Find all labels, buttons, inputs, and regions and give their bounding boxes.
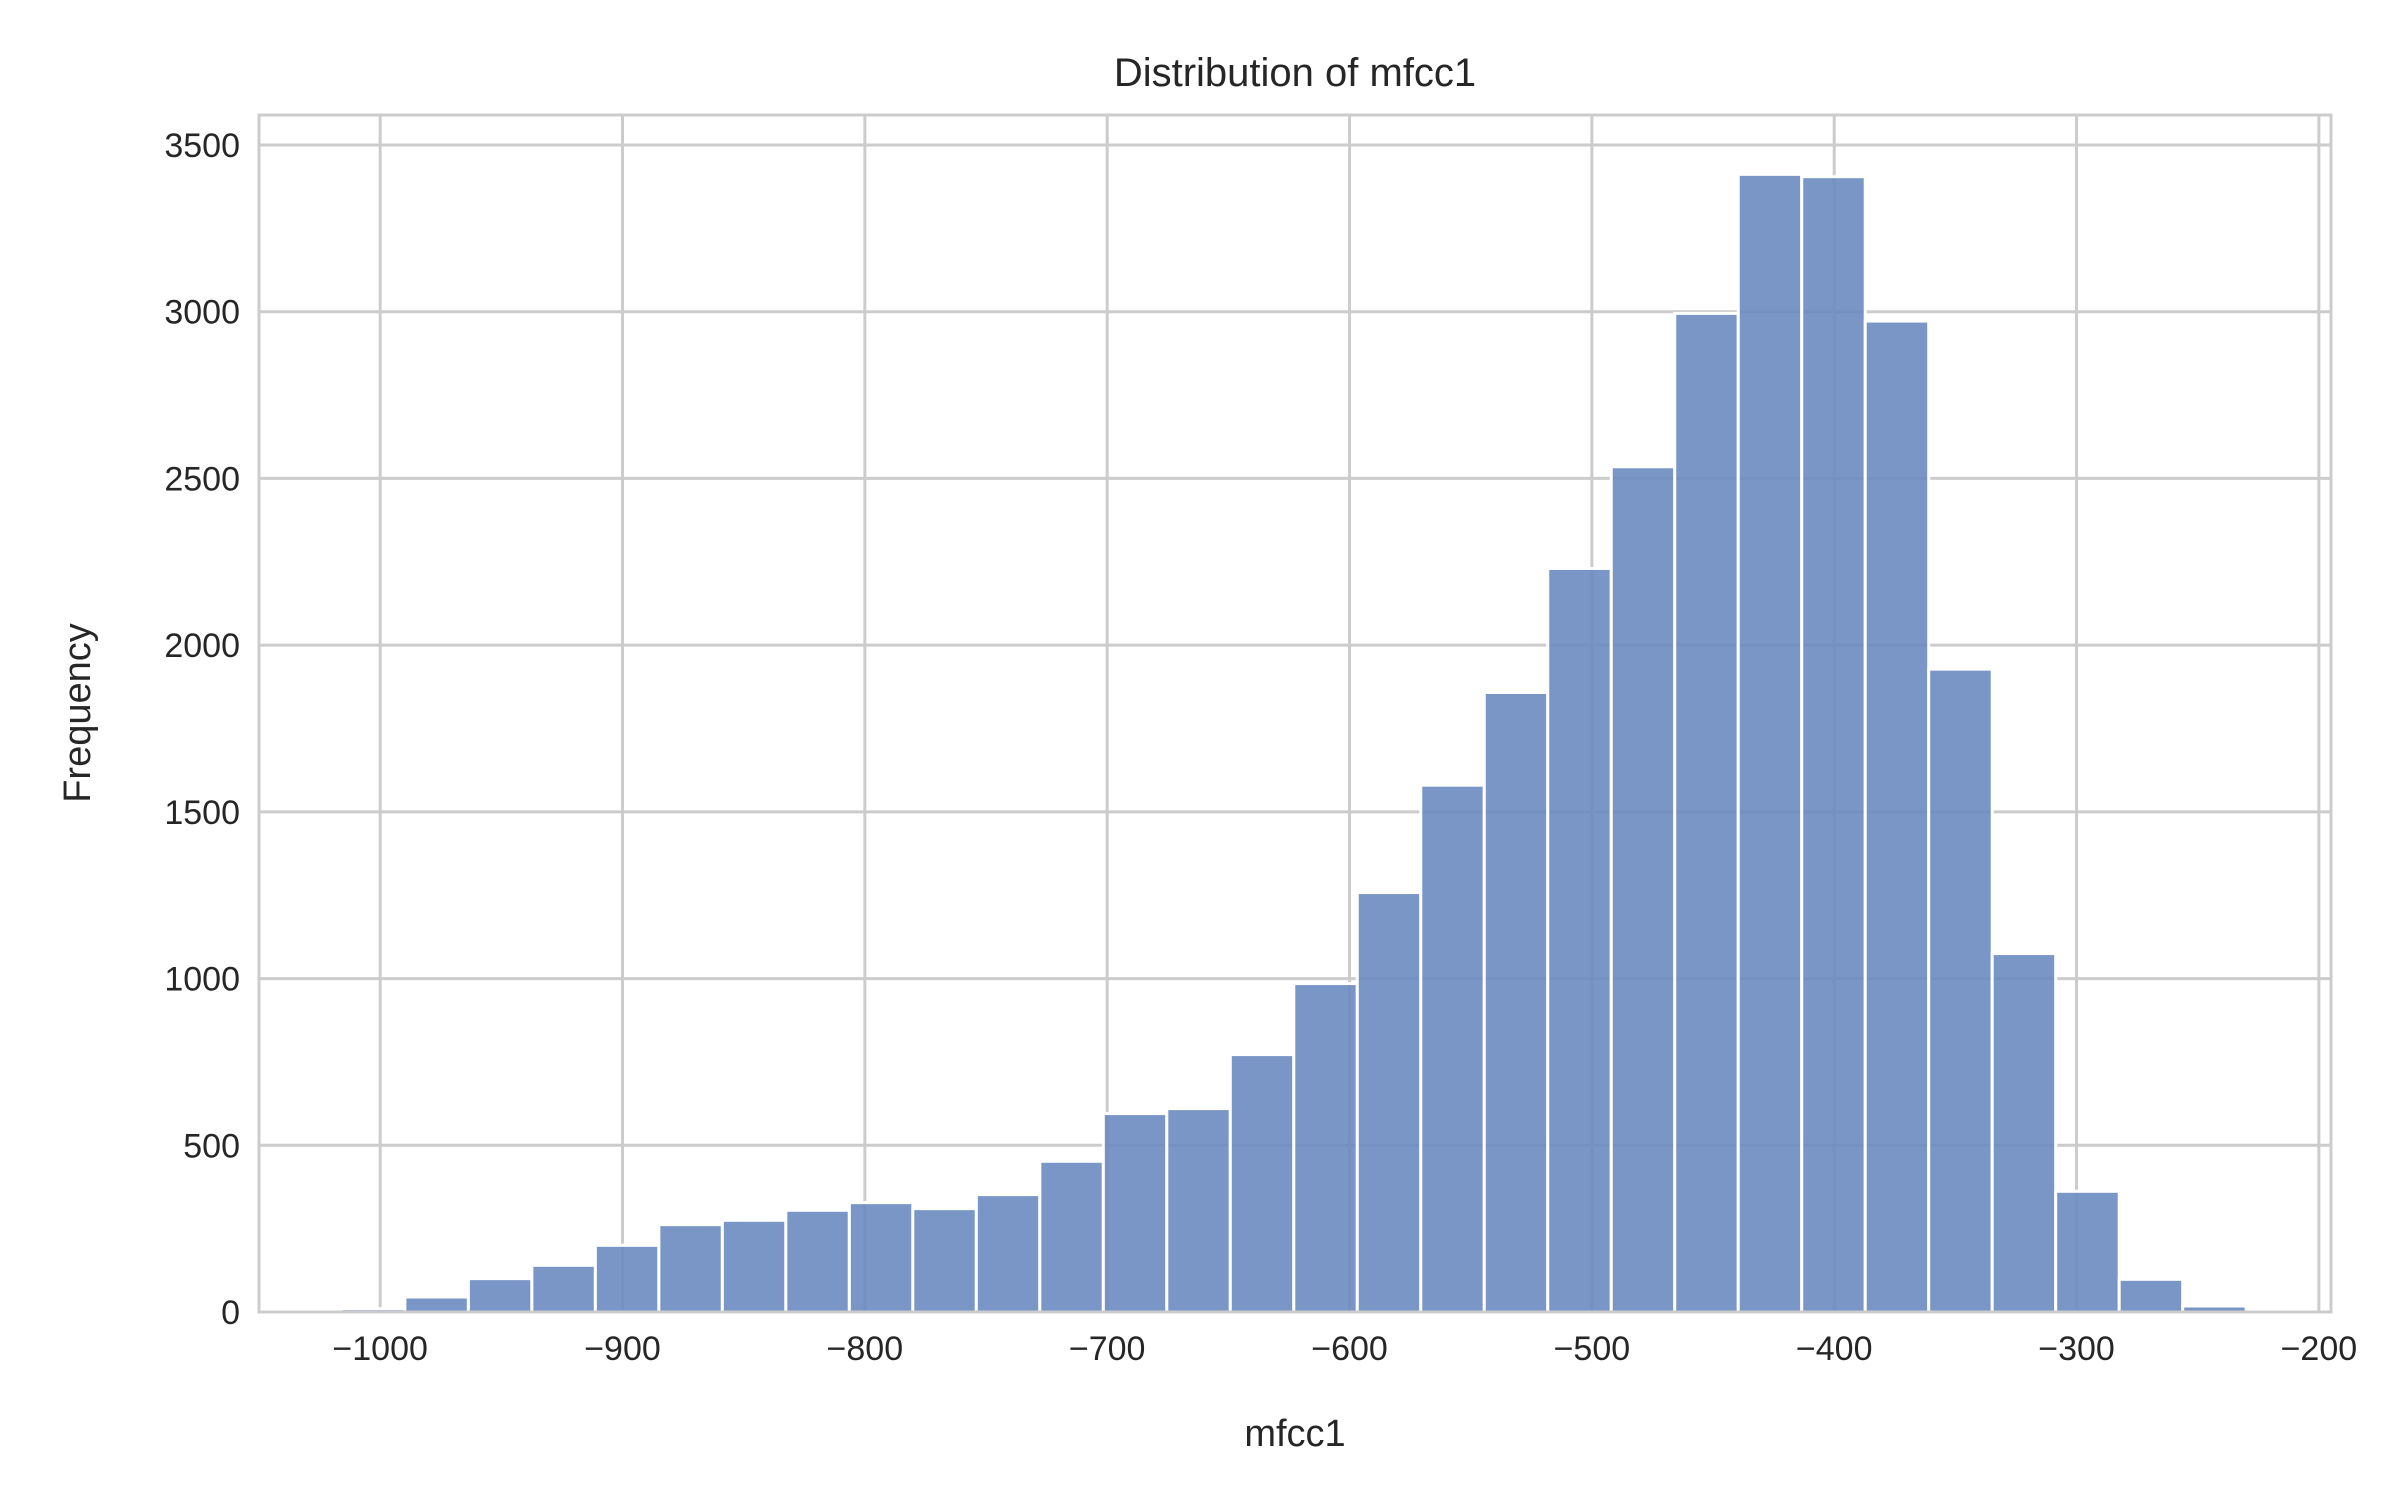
- histogram-bar: [1736, 172, 1804, 1314]
- y-tick-label: 500: [183, 1127, 240, 1165]
- x-tick-label: −600: [1311, 1330, 1388, 1368]
- x-tick-label: −800: [827, 1330, 904, 1368]
- histogram-bar: [1863, 319, 1931, 1314]
- y-tick-label: 3500: [164, 127, 240, 165]
- histogram-bar: [1927, 667, 1994, 1314]
- histogram-bar: [1609, 465, 1677, 1314]
- histogram-bar: [1673, 311, 1740, 1314]
- histogram-bar: [911, 1207, 978, 1314]
- histogram-bar: [1546, 566, 1613, 1314]
- y-axis-label: Frequency: [57, 623, 99, 803]
- histogram-bar: [1419, 783, 1486, 1314]
- histogram-bar: [847, 1201, 915, 1314]
- histogram-bar: [1292, 982, 1359, 1314]
- x-axis-label: mfcc1: [1244, 1413, 1345, 1455]
- histogram-bar: [1482, 690, 1550, 1314]
- plot-frame: [257, 113, 2333, 1314]
- x-tick-label: −900: [584, 1330, 661, 1368]
- x-tick-label: −300: [2038, 1330, 2115, 1368]
- histogram-bar: [2117, 1277, 2185, 1314]
- histogram-bar: [1990, 952, 2058, 1314]
- y-tick-label: 2000: [164, 627, 240, 665]
- chart-title: Distribution of mfcc1: [1114, 51, 1476, 95]
- y-tick-label: 1000: [164, 961, 240, 999]
- y-tick-labels: 0 500 1000 1500 2000 2500 3000 3500: [164, 127, 240, 1332]
- x-tick-label: −400: [1796, 1330, 1873, 1368]
- histogram-bar: [1355, 891, 1423, 1314]
- histogram-bar: [974, 1193, 1042, 1314]
- x-tick-label: −700: [1069, 1330, 1146, 1368]
- histogram-bars: [339, 172, 2248, 1314]
- histogram-bar: [1165, 1107, 1232, 1314]
- histogram-bar: [530, 1263, 597, 1314]
- histogram-bar: [657, 1223, 724, 1314]
- x-tick-labels: −1000 −900 −800 −700 −600 −500 −400 −300 −200: [332, 1330, 2357, 1368]
- histogram-bar: [403, 1295, 470, 1314]
- histogram-bar: [784, 1208, 851, 1314]
- histogram-bar: [720, 1218, 788, 1314]
- y-tick-label: 2500: [164, 460, 240, 498]
- x-tick-label: −1000: [332, 1330, 428, 1368]
- histogram-bar: [1228, 1053, 1296, 1314]
- y-tick-label: 3000: [164, 294, 240, 332]
- histogram-bar: [1800, 175, 1867, 1314]
- histogram-bar: [1101, 1112, 1169, 1314]
- histogram-bar: [1038, 1159, 1105, 1314]
- y-tick-label: 1500: [164, 794, 240, 832]
- histogram-bar: [593, 1243, 661, 1314]
- histogram-bar: [2054, 1189, 2121, 1314]
- histogram-bar: [466, 1277, 534, 1314]
- y-tick-label: 0: [221, 1294, 240, 1332]
- x-tick-label: −200: [2281, 1330, 2358, 1368]
- x-tick-label: −500: [1554, 1330, 1631, 1368]
